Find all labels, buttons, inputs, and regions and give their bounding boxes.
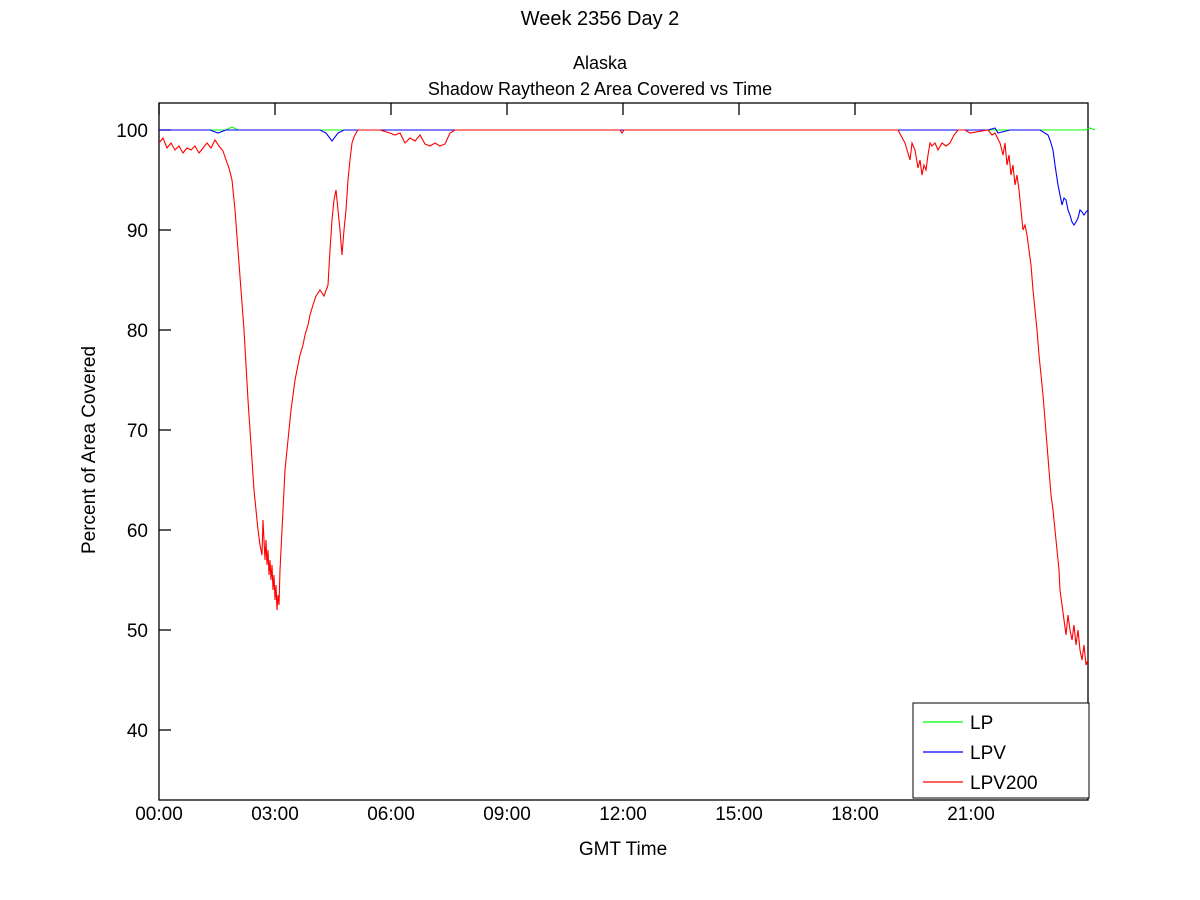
series-lpv-line <box>159 128 1088 225</box>
legend-label-lpv: LPV <box>970 743 1006 764</box>
y-tick-label-40: 40 <box>127 721 148 742</box>
y-tick-label-50: 50 <box>127 621 148 642</box>
y-axis-title: Percent of Area Covered <box>79 346 100 554</box>
plot-border <box>159 103 1088 800</box>
legend-group[interactable]: LP LPV LPV200 <box>913 703 1089 798</box>
y-axis-group: 100 90 80 70 60 50 40 Percent of Area Co… <box>79 121 171 742</box>
x-tick-label-6: 18:00 <box>831 804 879 825</box>
x-tick-label-0: 00:00 <box>135 804 183 825</box>
y-tick-label-70: 70 <box>127 421 148 442</box>
y-tick-label-80: 80 <box>127 321 148 342</box>
series-lpv200-line <box>159 130 1088 665</box>
x-tick-label-7: 21:00 <box>947 804 995 825</box>
y-tick-label-60: 60 <box>127 521 148 542</box>
legend-label-lpv200: LPV200 <box>970 773 1038 794</box>
x-tick-label-3: 09:00 <box>483 804 531 825</box>
x-axis-title: GMT Time <box>579 839 667 860</box>
plot-svg: 100 90 80 70 60 50 40 Percent of Area Co… <box>0 0 1200 900</box>
y-tick-label-100: 100 <box>116 121 148 142</box>
x-tick-label-1: 03:00 <box>251 804 299 825</box>
y-tick-label-90: 90 <box>127 221 148 242</box>
x-axis-group: 00:00 03:00 06:00 09:00 12:00 15:00 18:0… <box>135 103 995 860</box>
x-tick-label-2: 06:00 <box>367 804 415 825</box>
legend-label-lp: LP <box>970 713 993 734</box>
chart-root: Week 2356 Day 2 Alaska Shadow Raytheon 2… <box>0 0 1200 900</box>
x-tick-label-5: 15:00 <box>715 804 763 825</box>
x-tick-label-4: 12:00 <box>599 804 647 825</box>
